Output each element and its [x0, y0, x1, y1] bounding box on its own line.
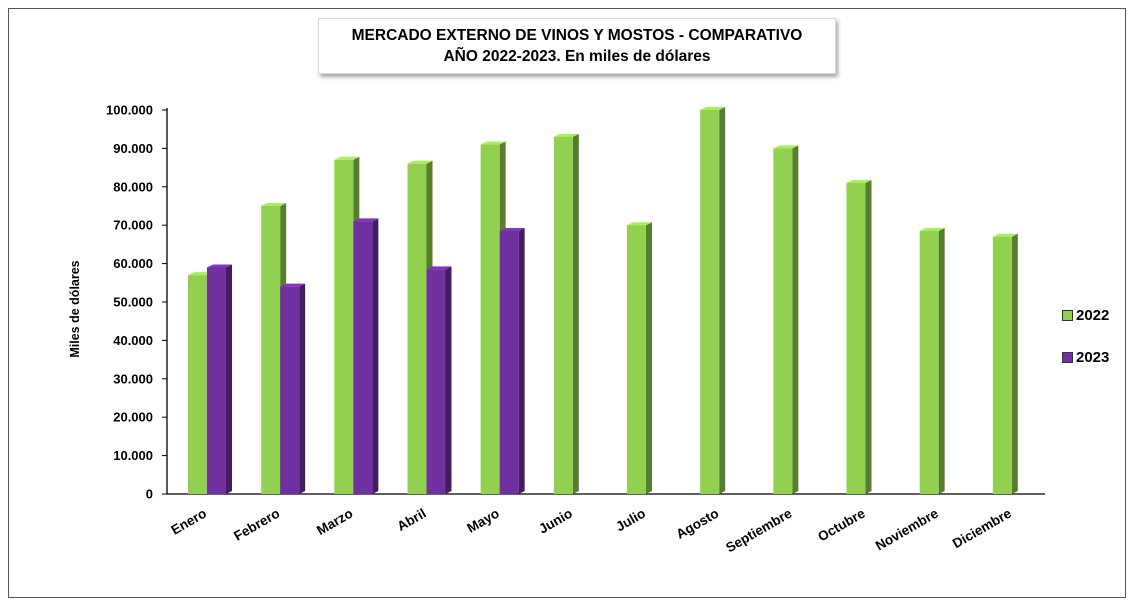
x-tick-label: Diciembre — [950, 505, 1014, 551]
bar-2023-marzo — [353, 218, 379, 495]
x-tick-label: Febrero — [231, 506, 282, 544]
x-tick-label: Junio — [536, 506, 575, 537]
x-tick-label: Agosto — [673, 506, 721, 542]
bar-2023-abril — [426, 266, 452, 494]
y-axis-title: Miles de dólares — [68, 260, 82, 357]
x-tick-label: Septiembre — [723, 505, 795, 555]
y-tick-label: 60.000 — [113, 256, 153, 271]
x-tick-label: Noviembre — [873, 505, 941, 553]
y-tick-label: 50.000 — [113, 295, 153, 310]
bar-2023-enero — [207, 264, 232, 494]
x-tick-label: Julio — [613, 506, 648, 535]
chart-title-line-2: AÑO 2022-2023. En miles de dólares — [443, 48, 711, 65]
chart-legend: 2022 2023 — [1062, 305, 1128, 389]
legend-label-2023: 2023 — [1076, 348, 1110, 366]
bar-2022-diciembre — [992, 233, 1018, 494]
bar-2022-octubre — [846, 179, 872, 494]
x-tick-label: Mayo — [464, 506, 501, 536]
bar-2023-mayo — [499, 227, 525, 494]
chart-title-line-1: MERCADO EXTERNO DE VINOS Y MOSTOS - COMP… — [351, 27, 803, 44]
legend-label-2022: 2022 — [1076, 306, 1110, 324]
y-tick-label: 70.000 — [113, 218, 153, 233]
chart-title: MERCADO EXTERNO DE VINOS Y MOSTOS - COMP… — [318, 18, 836, 74]
y-tick-label: 90.000 — [113, 141, 153, 156]
bar-2022-julio — [627, 222, 652, 494]
x-tick-label: Enero — [168, 506, 209, 538]
bar-2022-noviembre — [919, 227, 945, 494]
bar-2023-febrero — [280, 283, 306, 494]
y-tick-label: 10.000 — [113, 448, 153, 463]
y-tick-label: 0 — [146, 487, 153, 502]
legend-item-2022: 2022 — [1062, 305, 1128, 325]
y-tick-label: 80.000 — [113, 179, 153, 194]
legend-item-2023: 2023 — [1062, 347, 1128, 367]
legend-swatch-2022 — [1062, 309, 1073, 321]
bar-2022-agosto — [700, 107, 726, 494]
legend-swatch-2023 — [1062, 351, 1073, 363]
y-tick-label: 20.000 — [113, 410, 153, 425]
x-tick-label: Abril — [394, 506, 428, 534]
x-tick-label: Octubre — [815, 505, 868, 544]
y-tick-label: 40.000 — [113, 333, 153, 348]
bar-2022-junio — [553, 133, 579, 494]
y-tick-label: 100.000 — [106, 103, 153, 118]
y-tick-label: 30.000 — [113, 371, 153, 386]
bar-2022-septiembre — [773, 145, 799, 494]
x-tick-label: Marzo — [314, 506, 355, 538]
